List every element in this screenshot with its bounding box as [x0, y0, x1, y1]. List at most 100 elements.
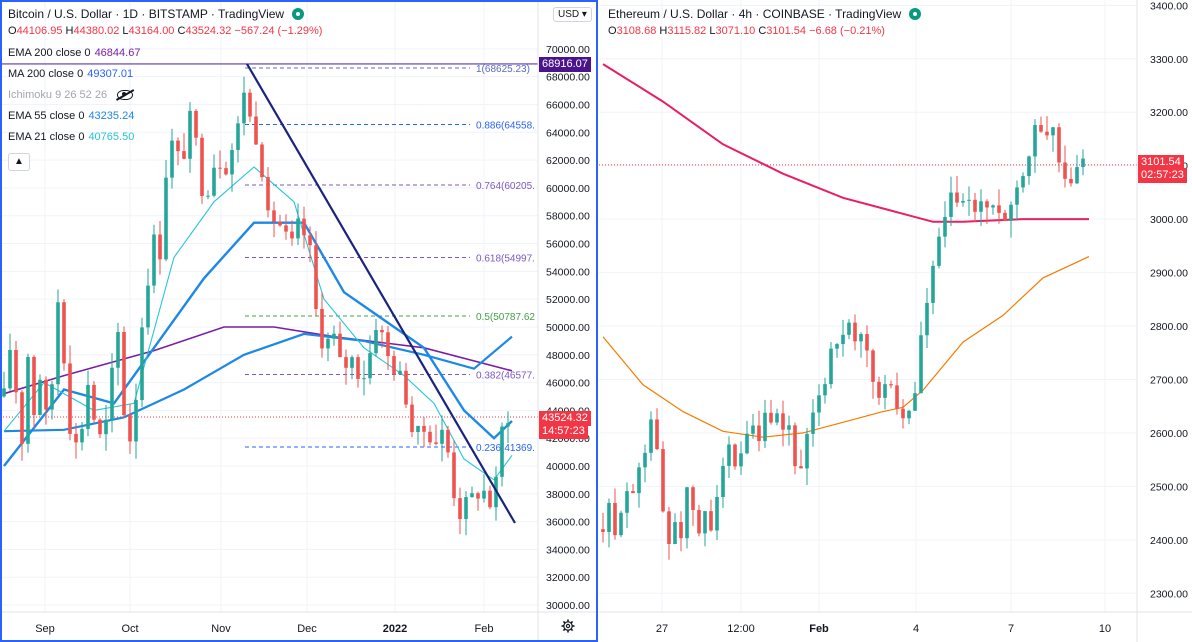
candle-body [751, 425, 755, 434]
candle-body [284, 225, 288, 232]
btc-high: 44380.02 [73, 25, 120, 37]
candle-body [164, 177, 168, 260]
candle-body [811, 412, 815, 434]
candle-body [1081, 158, 1085, 168]
candle-body [158, 234, 162, 260]
candle-body [440, 429, 444, 444]
candle-body [380, 329, 384, 333]
indicator-name: MA 200 close 0 [8, 67, 84, 80]
btc-title: Bitcoin / U.S. Dollar · 1D · BITSTAMP · … [8, 6, 285, 21]
candle-body [673, 522, 677, 544]
candle-body [1015, 187, 1019, 205]
candle-body [56, 302, 60, 385]
indicator-ema21[interactable]: EMA 21 close 0 40765.50 [8, 126, 322, 147]
candle-body [889, 384, 893, 386]
price-axis-tick: 2600.00 [1150, 428, 1188, 440]
price-axis-tick: 2800.00 [1150, 321, 1188, 333]
candle-body [482, 490, 486, 499]
candle-body [721, 465, 725, 497]
indicator-ema55[interactable]: EMA 55 close 0 43235.24 [8, 105, 322, 126]
candle-body [476, 493, 480, 499]
countdown-tag: 02:57:23 [1138, 168, 1187, 183]
settings-gear-icon[interactable] [561, 619, 575, 633]
indicator-ichimoku[interactable]: Ichimoku 9 26 52 26 [8, 84, 322, 105]
candle-body [829, 348, 833, 385]
eth-ohlc: O 3108.68 H 3115.82 L 3071.10 C 3101.54 −6.6… [608, 25, 885, 37]
eth-low: 3071.10 [715, 25, 756, 37]
candle-body [200, 137, 204, 196]
candle-body [841, 334, 845, 345]
candle-body [1021, 176, 1025, 188]
fib-level-label: 0.236(41369. [476, 443, 535, 454]
candle-body [410, 404, 414, 433]
fib-level-label: 1(68625.23) [476, 64, 530, 75]
candle-body [853, 322, 857, 342]
last-price-tag: 43524.32 [539, 411, 591, 426]
candle-body [1051, 127, 1055, 136]
fib-level-label: 0.764(60205. [476, 181, 535, 192]
candle-body [955, 192, 959, 203]
candle-body [230, 150, 234, 175]
candle-body [254, 116, 258, 145]
ma200-line [3, 332, 513, 433]
ma-orange-line [602, 256, 1090, 438]
eth-high: 3115.82 [667, 25, 707, 37]
indicator-ema200[interactable]: EMA 200 close 0 46844.67 [8, 42, 322, 63]
candle-body [326, 338, 330, 349]
currency-select[interactable]: USD ▾ [553, 7, 592, 22]
candle-body [188, 110, 192, 159]
candle-body [757, 425, 761, 442]
price-axis-tick: 2300.00 [1150, 588, 1188, 600]
price-axis-tick: 2900.00 [1150, 268, 1188, 280]
eth-close: 3101.54 [766, 25, 807, 37]
indicator-value: 46844.67 [94, 46, 141, 59]
candle-body [44, 379, 48, 410]
candle-body [26, 356, 30, 444]
price-axis-tick: 38000.00 [546, 489, 590, 501]
candle-body [1039, 125, 1043, 132]
candle-body [152, 234, 156, 286]
candle-body [919, 335, 923, 394]
candle-body [1033, 125, 1037, 157]
price-axis-tick: 2400.00 [1150, 535, 1188, 547]
chevron-up-icon: ▲ [14, 156, 24, 167]
indicator-name: EMA 200 close 0 [8, 46, 91, 59]
indicator-name: EMA 55 close 0 [8, 109, 85, 122]
candle-body [446, 429, 450, 453]
candle-body [116, 332, 120, 368]
collapse-legend-button[interactable]: ▲ [8, 153, 30, 171]
btc-legend: Bitcoin / U.S. Dollar · 1D · BITSTAMP · … [8, 3, 322, 171]
candle-body [961, 200, 965, 203]
candle-body [799, 466, 803, 469]
candle-body [488, 490, 492, 508]
candle-body [1075, 167, 1079, 184]
candle-body [1057, 127, 1061, 163]
price-axis-tick: 60000.00 [546, 183, 590, 195]
candle-body [847, 322, 851, 335]
btc-low: 43164.00 [128, 25, 175, 37]
candle-body [32, 356, 36, 415]
candle-body [973, 199, 977, 212]
candle-body [643, 452, 647, 468]
btc-chart-panel[interactable]: 1(68625.23) 0.886(64558. 0.764(60205. 0.618… [0, 0, 598, 642]
hidden-eye-icon[interactable] [117, 89, 134, 100]
btc-chart-canvas[interactable]: 1(68625.23) 0.886(64558. 0.764(60205. 0.618… [0, 0, 598, 642]
candle-body [320, 308, 324, 349]
candle-body [943, 216, 947, 237]
candle-body [86, 384, 90, 429]
candle-body [877, 381, 881, 398]
eth-chart-canvas[interactable]: 3400.003300.003200.003100.003000.002900.… [599, 0, 1192, 642]
fib-level-label: 0.886(64558. [476, 121, 535, 132]
price-axis-tick: 66000.00 [546, 99, 590, 111]
eth-chart-panel[interactable]: 3400.003300.003200.003100.003000.002900.… [599, 0, 1192, 642]
indicator-ma200[interactable]: MA 200 close 0 49307.01 [8, 63, 322, 84]
candle-body [727, 444, 731, 466]
indicator-name: EMA 21 close 0 [8, 130, 85, 143]
time-axis-tick: 4 [913, 623, 919, 635]
candle-body [194, 110, 198, 138]
candle-body [290, 231, 294, 239]
candle-series [601, 116, 1085, 560]
candle-body [386, 332, 390, 357]
candle-body [1009, 204, 1013, 221]
candle-body [368, 353, 372, 379]
